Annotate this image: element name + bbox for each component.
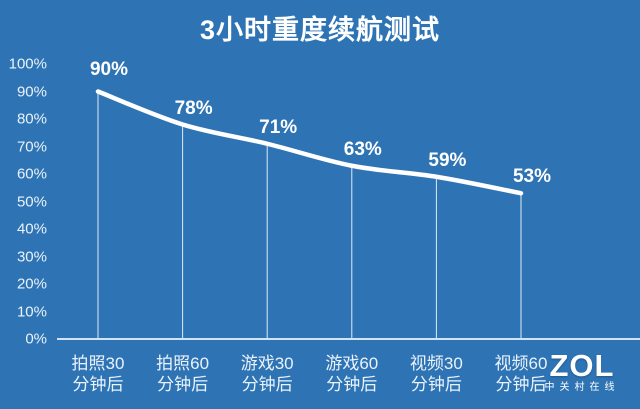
zol-watermark-text: 中关村在线 bbox=[544, 382, 620, 393]
y-tick-label: 30% bbox=[16, 248, 47, 265]
data-point-label: 90% bbox=[89, 58, 129, 80]
data-point-label: 59% bbox=[428, 149, 467, 171]
x-category-label: 拍照60 分钟后 bbox=[156, 354, 210, 394]
data-point-label: 63% bbox=[343, 138, 382, 160]
y-tick-label: 60% bbox=[16, 165, 47, 183]
y-tick-label: 80% bbox=[16, 110, 47, 128]
y-tick-label: 20% bbox=[16, 275, 47, 293]
y-tick-label: 100% bbox=[8, 55, 47, 73]
x-category-label: 视频60 分钟后 bbox=[494, 354, 548, 394]
data-point-label: 78% bbox=[174, 97, 213, 119]
x-category-label: 拍照30 分钟后 bbox=[71, 354, 125, 394]
y-tick-label: 10% bbox=[16, 303, 47, 320]
y-tick-label: 0% bbox=[25, 330, 47, 348]
chart-title: 3小时重度续航测试 bbox=[199, 15, 441, 45]
y-tick-label: 70% bbox=[16, 138, 47, 155]
data-point-label: 71% bbox=[259, 116, 298, 138]
y-tick-label: 50% bbox=[16, 193, 47, 210]
x-category-label: 游戏30 分钟后 bbox=[240, 354, 294, 394]
y-tick-label: 40% bbox=[16, 220, 47, 238]
battery-line bbox=[95, 89, 524, 196]
x-category-label: 游戏60 分钟后 bbox=[325, 354, 379, 394]
x-category-label: 视频30 分钟后 bbox=[409, 354, 463, 394]
zol-watermark: ZOL 中关村在线 bbox=[527, 350, 637, 393]
y-tick-label: 90% bbox=[16, 83, 47, 100]
zol-logo: ZOL bbox=[549, 348, 615, 383]
data-point-label: 53% bbox=[512, 166, 552, 188]
